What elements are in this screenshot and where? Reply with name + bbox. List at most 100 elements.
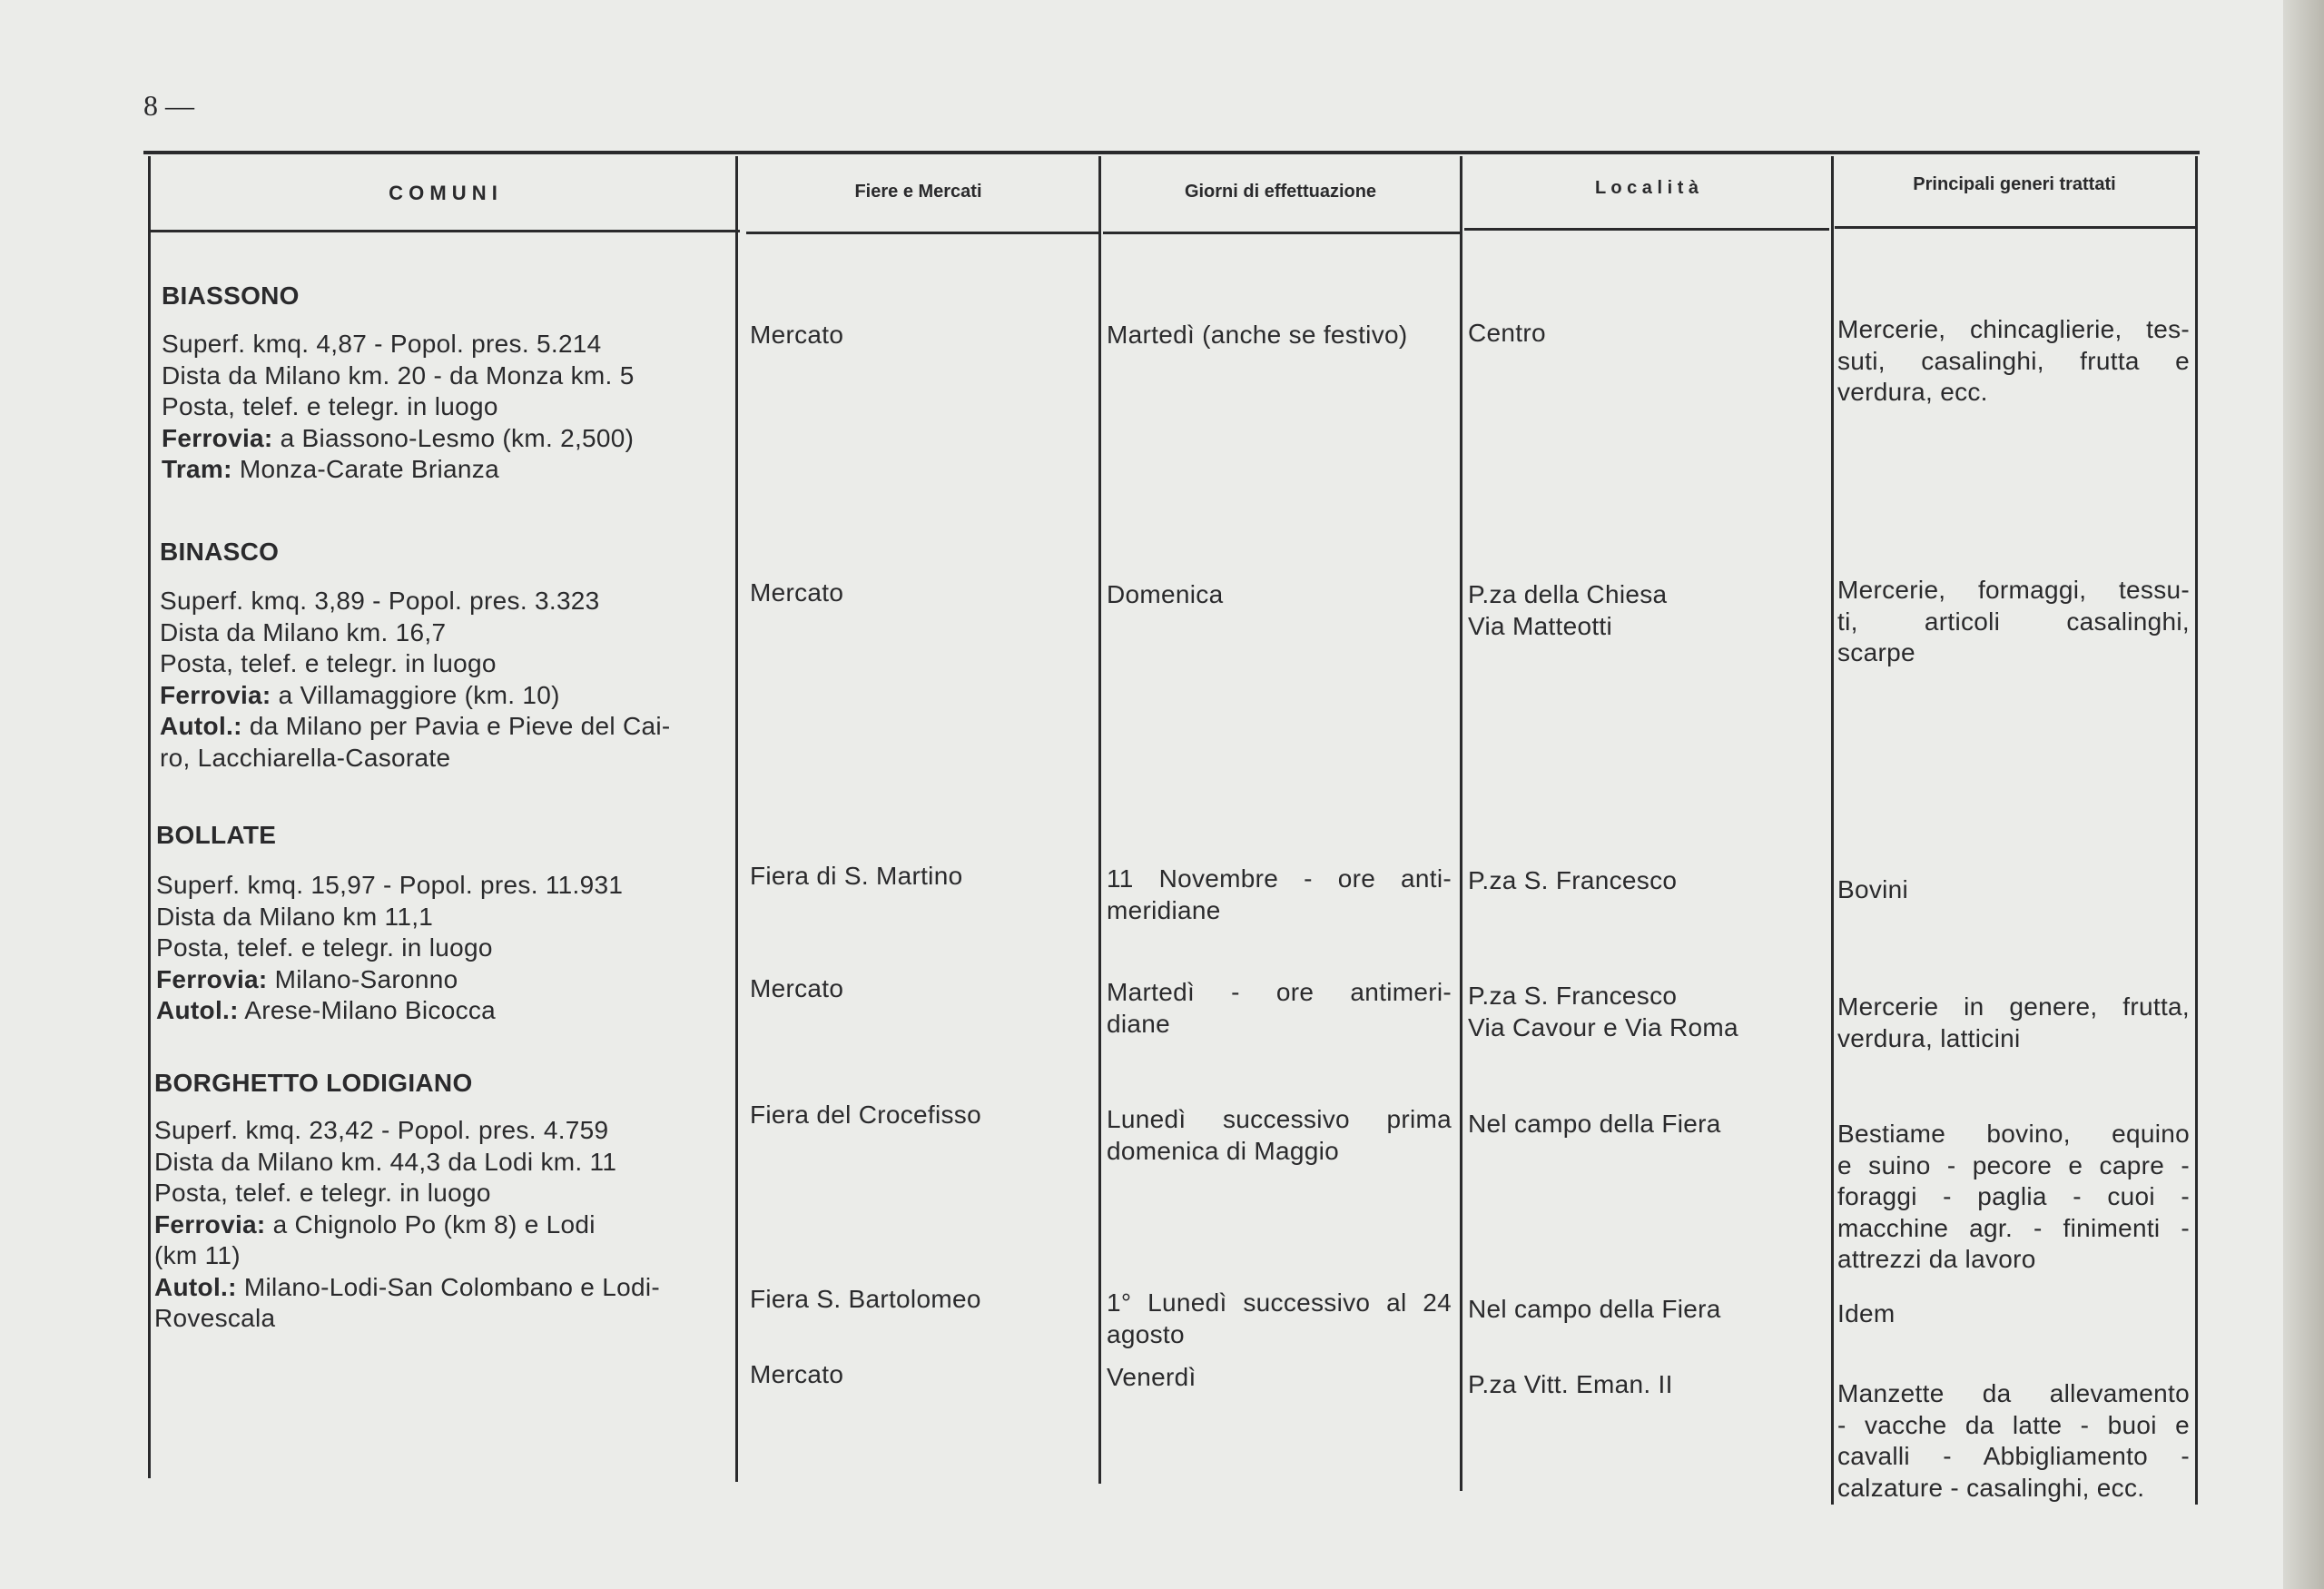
info-line: Rovescala — [154, 1303, 726, 1335]
info-label: Autol.: — [154, 1272, 237, 1301]
giorni-cell-line: 11 Novembre - ore anti- — [1107, 864, 1452, 893]
info-text: Dista da Milano km. 16,7 — [160, 617, 447, 646]
fiera-text: Fiera di S. Martino — [750, 862, 963, 890]
fiera-text: Mercato — [750, 1360, 844, 1388]
info-label: Ferrovia: — [160, 680, 271, 709]
giorni-cell: Domenica — [1107, 579, 1452, 611]
info-line: Dista da Milano km 11,1 — [156, 902, 728, 933]
info-line: Ferrovia: a Chignolo Po (km 8) e Lodi — [154, 1209, 726, 1241]
header-rule — [1464, 228, 1829, 231]
fiera-mercato: Mercato — [750, 1359, 1095, 1391]
giorni-cell-line: diane — [1107, 1009, 1171, 1038]
column-divider — [1831, 156, 1834, 1505]
info-label: Autol.: — [156, 996, 239, 1024]
localita-cell-line: Via Matteotti — [1468, 611, 1613, 640]
localita-cell: P.za S. Francesco Via Cavour e Via Roma — [1468, 981, 1827, 1043]
info-label: Ferrovia: — [156, 964, 268, 993]
info-line: Superf. kmq. 15,97 - Popol. pres. 11.931 — [156, 870, 728, 902]
giorni-cell-line: Venerdì — [1107, 1363, 1196, 1391]
info-text: Dista da Milano km. 20 - da Monza km. 5 — [162, 360, 635, 390]
fiera-text: Mercato — [750, 974, 844, 1002]
localita-cell-line: Via Cavour e Via Roma — [1468, 1012, 1738, 1041]
column-divider — [2195, 156, 2198, 1505]
info-line: Autol.: Milano-Lodi-San Colombano e Lodi… — [154, 1272, 726, 1304]
info-line: Dista da Milano km. 20 - da Monza km. 5 — [162, 360, 734, 392]
info-line: Ferrovia: a Villamaggiore (km. 10) — [160, 680, 732, 712]
generi-cell: Idem — [1837, 1298, 2190, 1330]
fiera-text: Fiera S. Bartolomeo — [750, 1285, 981, 1313]
generi-cell-line: Bovini — [1837, 875, 1909, 903]
localita-cell: Nel campo della Fiera — [1468, 1294, 1827, 1326]
localita-cell-line: P.za S. Francesco — [1468, 982, 1678, 1010]
header-fiere-mercati: Fiere e Mercati — [854, 182, 982, 202]
generi-cell-line: Bestiame bovino, equino — [1837, 1120, 2190, 1148]
generi-cell-line: calzature - casalinghi, ecc. — [1837, 1473, 2145, 1502]
giorni-cell-line: Lunedì successivo prima — [1107, 1105, 1452, 1133]
info-text: ro, Lacchiarella-Casorate — [160, 743, 451, 772]
info-text: Posta, telef. e telegr. in luogo — [156, 933, 493, 962]
column-divider — [1460, 156, 1462, 1491]
info-text: Milano-Lodi-San Colombano e Lodi- — [236, 1272, 660, 1301]
fiera-mercato: Fiera del Crocefisso — [750, 1100, 1095, 1131]
generi-cell-line: cavalli - Abbigliamento - — [1837, 1442, 2190, 1470]
header-rule — [746, 232, 1098, 234]
info-text: Dista da Milano km 11,1 — [156, 902, 434, 931]
info-line: Posta, telef. e telegr. in luogo — [162, 391, 734, 423]
generi-cell-line: scarpe — [1837, 638, 1915, 666]
info-text: Posta, telef. e telegr. in luogo — [162, 392, 498, 420]
generi-cell: Manzette da allevamento - vacche da latte… — [1837, 1378, 2190, 1504]
info-text: da Milano per Pavia e Pieve del Cai- — [241, 712, 671, 740]
fiera-mercato: Fiera di S. Martino — [750, 861, 1095, 893]
localita-cell-line: P.za della Chiesa — [1468, 580, 1668, 608]
fiera-mercato: Mercato — [750, 973, 1095, 1005]
info-text: Superf. kmq. 15,97 - Popol. pres. 11.931 — [156, 871, 624, 899]
generi-cell-line: Manzette da allevamento — [1837, 1379, 2190, 1407]
header-giorni: Giorni di effettuazione — [1184, 182, 1377, 202]
localita-cell: Centro — [1468, 318, 1827, 350]
fiera-text: Mercato — [750, 578, 844, 607]
fiera-mercato: Mercato — [750, 577, 1095, 609]
info-line: Posta, telef. e telegr. in luogo — [156, 933, 728, 964]
header-generi: Principali generi trattati — [1913, 174, 2116, 194]
info-label: Tram: — [162, 455, 232, 483]
info-line: Posta, telef. e telegr. in luogo — [154, 1178, 726, 1209]
info-label: Autol.: — [160, 712, 242, 740]
page-edge — [2283, 0, 2324, 1589]
generi-cell-line: Mercerie, formaggi, tessu- — [1837, 576, 2190, 604]
generi-cell-line: e suino - pecore e capre - — [1837, 1150, 2190, 1179]
giorni-cell: 1° Lunedì successivo al 24 agosto — [1107, 1288, 1452, 1350]
info-line: Ferrovia: Milano-Saronno — [156, 964, 728, 996]
comune-name: BINASCO — [160, 538, 280, 566]
column-divider — [735, 156, 738, 1482]
giorni-cell-line: 1° Lunedì successivo al 24 — [1107, 1288, 1452, 1317]
generi-cell-line: verdura, ecc. — [1837, 378, 1988, 406]
localita-cell: P.za S. Francesco — [1468, 865, 1827, 897]
info-text: Posta, telef. e telegr. in luogo — [160, 649, 497, 677]
localita-cell-line: Nel campo della Fiera — [1468, 1110, 1721, 1138]
table-top-rule — [143, 151, 2200, 154]
info-text: Superf. kmq. 4,87 - Popol. pres. 5.214 — [162, 330, 602, 358]
comune-name: BORGHETTO LODIGIANO — [154, 1069, 473, 1097]
generi-cell-line: Idem — [1837, 1299, 1896, 1327]
info-line: Dista da Milano km. 16,7 — [160, 617, 732, 649]
generi-cell: Bovini — [1837, 874, 2190, 906]
info-line: Ferrovia: a Biassono-Lesmo (km. 2,500) — [162, 423, 734, 455]
info-text: Monza-Carate Brianza — [231, 455, 499, 483]
column-divider — [1098, 156, 1101, 1484]
generi-cell-line: Mercerie, chincaglierie, tes- — [1837, 315, 2190, 343]
info-text: a Chignolo Po (km 8) e Lodi — [265, 1209, 596, 1239]
giorni-cell: Venerdì — [1107, 1362, 1452, 1394]
giorni-cell: Lunedì successivo prima domenica di Maggi… — [1107, 1104, 1452, 1167]
localita-cell: P.za Vitt. Eman. II — [1468, 1369, 1827, 1401]
generi-cell-line: verdura, latticini — [1837, 1023, 2021, 1052]
info-line: ro, Lacchiarella-Casorate — [160, 743, 732, 775]
comune-info: Superf. kmq. 4,87 - Popol. pres. 5.214 Di… — [162, 329, 734, 486]
header-localita: L o c a l i t à — [1594, 178, 1699, 198]
giorni-cell-line: Martedì - ore antimeri- — [1107, 978, 1452, 1006]
info-line: Tram: Monza-Carate Brianza — [162, 454, 734, 486]
fiera-mercato: Mercato — [750, 320, 1095, 351]
info-text: Posta, telef. e telegr. in luogo — [154, 1179, 491, 1207]
comune-info: Superf. kmq. 23,42 - Popol. pres. 4.759 D… — [154, 1115, 726, 1335]
comune-name: BOLLATE — [156, 821, 277, 849]
giorni-cell-line: Domenica — [1107, 580, 1224, 608]
